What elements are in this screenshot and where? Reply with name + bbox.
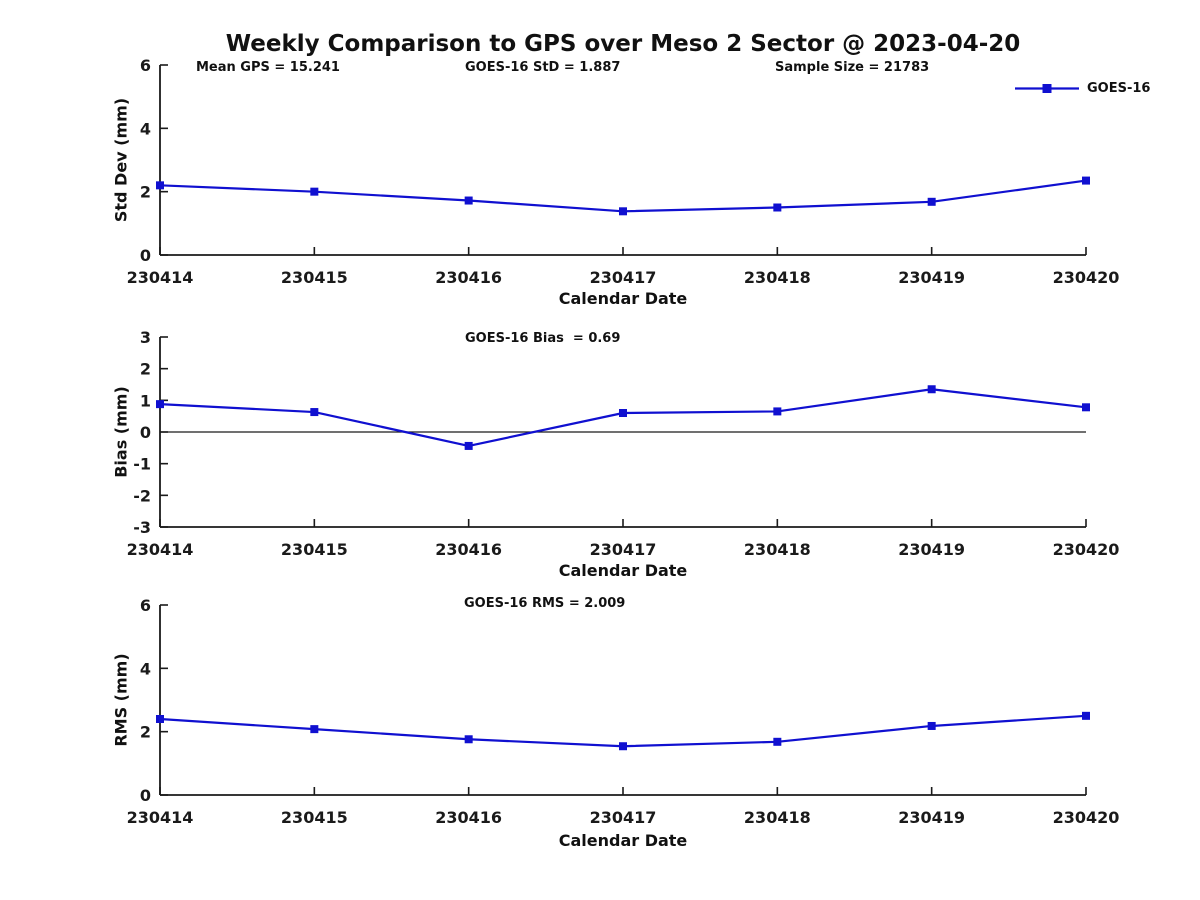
subplot-bias: -3 -2 -1 0 1 2 3 230414 230415 230416 230417 230418… bbox=[127, 328, 1120, 559]
data-point-marker bbox=[310, 725, 319, 734]
x-tick-label: 230419 bbox=[898, 808, 965, 827]
x-axis-title-rms: Calendar Date bbox=[558, 831, 688, 850]
y-tick-label: -1 bbox=[133, 455, 151, 474]
y-tick-label: -3 bbox=[133, 518, 151, 537]
x-tick-label: 230418 bbox=[744, 808, 811, 827]
annotation-goes16-std: GOES-16 StD = 1.887 bbox=[465, 60, 621, 75]
y-tick-label: 2 bbox=[140, 723, 151, 742]
data-point-marker bbox=[619, 409, 627, 417]
subplot-std-dev: 0 2 4 6 230414 230415 230416 230417 230418 230419… bbox=[127, 56, 1120, 287]
x-tick-label: 230417 bbox=[590, 268, 657, 287]
x-tick-label: 230415 bbox=[281, 268, 348, 287]
data-point-marker bbox=[1082, 403, 1090, 412]
y-tick-label: 0 bbox=[140, 786, 151, 805]
x-tick-label: 230420 bbox=[1053, 540, 1120, 559]
subplot-rms: 0 2 4 6 230414 230415 230416 230417 230418 230419… bbox=[127, 596, 1120, 827]
x-tick-label: 230420 bbox=[1053, 268, 1120, 287]
legend-label: GOES-16 bbox=[1087, 81, 1151, 96]
figure-title: Weekly Comparison to GPS over Meso 2 Sec… bbox=[225, 31, 1021, 57]
y-tick-label: 3 bbox=[140, 328, 151, 347]
data-point-marker bbox=[619, 742, 627, 751]
data-point-marker bbox=[773, 737, 782, 746]
data-point-marker bbox=[464, 196, 473, 205]
x-tick-label: 230416 bbox=[435, 808, 502, 827]
x-tick-label: 230420 bbox=[1053, 808, 1120, 827]
y-tick-label: -2 bbox=[133, 486, 151, 505]
x-tick-label: 230419 bbox=[898, 540, 965, 559]
data-point-marker bbox=[310, 408, 319, 417]
x-axis-title-bias: Calendar Date bbox=[558, 561, 688, 580]
data-point-marker bbox=[464, 735, 473, 744]
y-tick-label: 6 bbox=[140, 56, 151, 75]
x-tick-label: 230417 bbox=[590, 808, 657, 827]
data-point-marker bbox=[927, 197, 936, 206]
data-point-marker bbox=[464, 441, 473, 450]
x-tick-label: 230415 bbox=[281, 540, 348, 559]
y-tick-label: 0 bbox=[140, 423, 151, 442]
legend-marker bbox=[1042, 84, 1052, 93]
annotation-goes16-rms: GOES-16 RMS = 2.009 bbox=[464, 596, 626, 611]
data-point-marker bbox=[773, 407, 782, 416]
data-point-marker bbox=[1082, 176, 1090, 185]
annotation-sample-size: Sample Size = 21783 bbox=[775, 60, 930, 75]
y-tick-label: 4 bbox=[140, 659, 151, 678]
x-tick-label: 230414 bbox=[127, 540, 194, 559]
series-line bbox=[159, 388, 1087, 448]
data-point-marker bbox=[619, 207, 627, 216]
series-line bbox=[159, 714, 1087, 748]
y-tick-label: 2 bbox=[140, 360, 151, 379]
data-point-marker bbox=[156, 181, 164, 190]
y-tick-label: 1 bbox=[140, 391, 151, 410]
y-tick-label: 2 bbox=[140, 183, 151, 202]
x-tick-label: 230417 bbox=[590, 540, 657, 559]
x-tick-label: 230415 bbox=[281, 808, 348, 827]
data-point-marker bbox=[156, 715, 164, 723]
x-tick-label: 230414 bbox=[127, 268, 194, 287]
legend-sample bbox=[1015, 84, 1079, 93]
y-tick-label: 4 bbox=[140, 119, 151, 138]
x-tick-label: 230418 bbox=[744, 540, 811, 559]
data-point-marker bbox=[773, 203, 782, 212]
x-tick-label: 230419 bbox=[898, 268, 965, 287]
x-tick-label: 230414 bbox=[127, 808, 194, 827]
data-point-marker bbox=[156, 400, 164, 409]
x-tick-label: 230418 bbox=[744, 268, 811, 287]
x-tick-label: 230416 bbox=[435, 540, 502, 559]
y-tick-label: 0 bbox=[140, 246, 151, 265]
data-point-marker bbox=[927, 385, 936, 394]
y-tick-label: 6 bbox=[140, 596, 151, 615]
data-point-marker bbox=[1082, 711, 1090, 720]
annotation-mean-gps: Mean GPS = 15.241 bbox=[196, 60, 340, 75]
y-axis-title-rms: RMS (mm) bbox=[111, 653, 131, 747]
annotation-goes16-bias: GOES-16 Bias = 0.69 bbox=[465, 331, 621, 346]
series-line bbox=[159, 179, 1087, 213]
data-point-marker bbox=[310, 187, 319, 196]
x-axis-title-std-dev: Calendar Date bbox=[558, 289, 688, 308]
y-axis-title-bias: Bias (mm) bbox=[111, 386, 131, 478]
x-tick-label: 230416 bbox=[435, 268, 502, 287]
y-axis-title-std-dev: Std Dev (mm) bbox=[111, 97, 131, 223]
data-point-marker bbox=[927, 721, 936, 730]
